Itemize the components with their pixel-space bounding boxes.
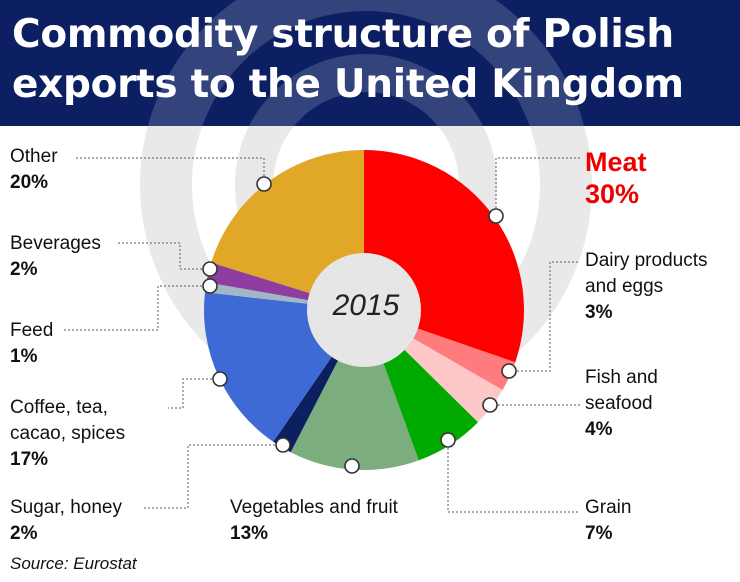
leader-line-dairy xyxy=(509,261,580,372)
label-feed-percent: 1% xyxy=(10,346,38,367)
label-grain-percent: 7% xyxy=(585,523,613,544)
label-other-name: Other xyxy=(10,146,58,167)
label-grain-name: Grain xyxy=(585,497,632,518)
label-vegetables: Vegetables and fruit 13% xyxy=(230,495,398,547)
chart-title: Commodity structure of Polish exports to… xyxy=(12,12,684,107)
leader-line-grain xyxy=(447,440,580,513)
marker-beverages xyxy=(202,261,218,277)
donut-center xyxy=(307,253,421,367)
label-sugar-name: Sugar, honey xyxy=(10,497,122,518)
marker-meat xyxy=(488,208,504,224)
label-feed-name: Feed xyxy=(10,320,54,341)
label-other: Other 20% xyxy=(10,144,58,196)
marker-sugar xyxy=(275,437,291,453)
label-meat-name: Meat xyxy=(585,147,647,177)
label-dairy-percent: 3% xyxy=(585,302,613,323)
label-meat-percent: 30% xyxy=(585,179,640,209)
marker-vegetables xyxy=(344,458,360,474)
title-banner: Commodity structure of Polish exports to… xyxy=(0,0,740,126)
leader-line-sugar xyxy=(142,444,283,509)
marker-coffee xyxy=(212,371,228,387)
label-sugar: Sugar, honey 2% xyxy=(10,495,122,547)
label-vegetables-name: Vegetables and fruit xyxy=(230,497,398,518)
leader-line-meat xyxy=(495,157,580,216)
label-other-percent: 20% xyxy=(10,172,49,193)
label-fish-name: Fish and seafood xyxy=(585,367,658,414)
source-note: Source: Eurostat xyxy=(10,554,137,573)
leader-line-feed xyxy=(64,285,210,331)
label-beverages-percent: 2% xyxy=(10,259,38,280)
slice-vegetables xyxy=(290,310,419,470)
leader-line-coffee xyxy=(168,378,220,409)
center-year-label: 2015 xyxy=(332,289,400,322)
marker-other xyxy=(256,176,272,192)
label-grain: Grain 7% xyxy=(585,495,631,547)
label-fish: Fish and seafood 4% xyxy=(585,365,658,443)
label-feed: Feed 1% xyxy=(10,318,53,370)
label-sugar-percent: 2% xyxy=(10,523,38,544)
label-vegetables-percent: 13% xyxy=(230,523,269,544)
label-coffee-name: Coffee, tea, cacao, spices xyxy=(10,397,126,444)
label-dairy: Dairy products and eggs 3% xyxy=(585,248,708,326)
leader-line-other xyxy=(74,157,265,184)
marker-dairy xyxy=(501,363,517,379)
marker-grain xyxy=(440,432,456,448)
label-coffee: Coffee, tea, cacao, spices 17% xyxy=(10,395,125,473)
label-fish-percent: 4% xyxy=(585,419,613,440)
marker-fish xyxy=(482,397,498,413)
label-dairy-name: Dairy products and eggs xyxy=(585,250,708,297)
label-beverages: Beverages 2% xyxy=(10,231,101,283)
label-meat: Meat 30% xyxy=(585,146,647,210)
label-coffee-percent: 17% xyxy=(10,449,49,470)
label-beverages-name: Beverages xyxy=(10,233,101,254)
marker-feed xyxy=(202,278,218,294)
